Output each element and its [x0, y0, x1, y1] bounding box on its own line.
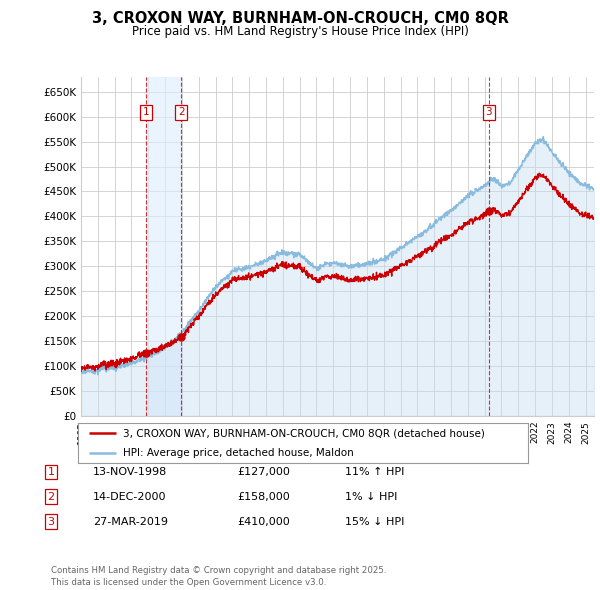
Text: 1: 1 [47, 467, 55, 477]
Text: £158,000: £158,000 [237, 492, 290, 502]
Text: 2: 2 [47, 492, 55, 502]
Text: £127,000: £127,000 [237, 467, 290, 477]
Text: 14-DEC-2000: 14-DEC-2000 [93, 492, 167, 502]
Bar [146, 77, 181, 416]
Text: HPI: Average price, detached house, Maldon: HPI: Average price, detached house, Mald… [123, 448, 354, 458]
Text: 27-MAR-2019: 27-MAR-2019 [93, 517, 168, 526]
Text: 3: 3 [47, 517, 55, 526]
Text: 3, CROXON WAY, BURNHAM-ON-CROUCH, CM0 8QR: 3, CROXON WAY, BURNHAM-ON-CROUCH, CM0 8Q… [92, 11, 508, 25]
Text: 3: 3 [485, 107, 492, 117]
Text: 13-NOV-1998: 13-NOV-1998 [93, 467, 167, 477]
Text: 15% ↓ HPI: 15% ↓ HPI [345, 517, 404, 526]
Text: 1% ↓ HPI: 1% ↓ HPI [345, 492, 397, 502]
Text: £410,000: £410,000 [237, 517, 290, 526]
Text: 3, CROXON WAY, BURNHAM-ON-CROUCH, CM0 8QR (detached house): 3, CROXON WAY, BURNHAM-ON-CROUCH, CM0 8Q… [123, 428, 485, 438]
Text: Price paid vs. HM Land Registry's House Price Index (HPI): Price paid vs. HM Land Registry's House … [131, 25, 469, 38]
Text: 2: 2 [178, 107, 185, 117]
Text: 1: 1 [143, 107, 149, 117]
Text: Contains HM Land Registry data © Crown copyright and database right 2025.
This d: Contains HM Land Registry data © Crown c… [51, 566, 386, 587]
Text: 11% ↑ HPI: 11% ↑ HPI [345, 467, 404, 477]
